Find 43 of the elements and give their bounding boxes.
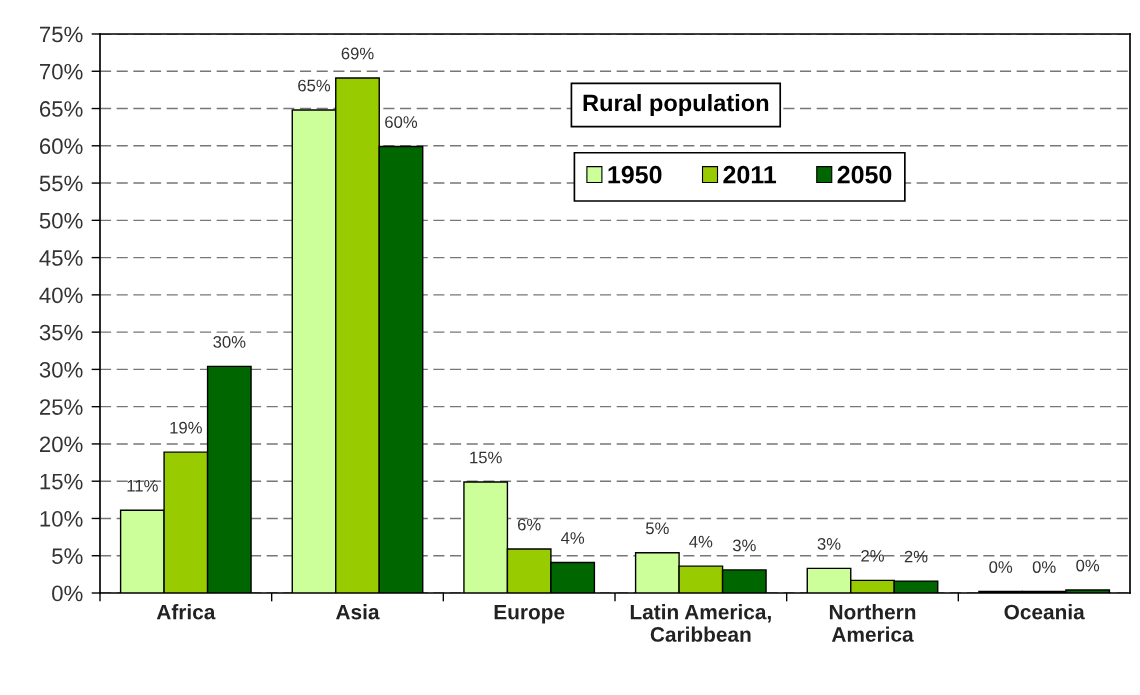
legend-label: 2050: [837, 165, 892, 184]
data-label: 3%: [817, 538, 841, 550]
data-label: 11%: [127, 479, 158, 492]
x-tick-label: Oceania: [1004, 604, 1085, 620]
data-label: 4%: [689, 535, 713, 548]
data-label: 60%: [385, 116, 418, 128]
data-label: 65%: [298, 79, 331, 92]
legend-label: 1950: [608, 165, 662, 184]
data-label: 0%: [1032, 561, 1056, 573]
legend-label: 2011: [723, 165, 777, 184]
y-tick-label: 40%: [39, 287, 83, 304]
y-tick-label: 55%: [39, 175, 83, 192]
y-tick-label: 50%: [39, 212, 83, 229]
data-label: 5%: [645, 522, 669, 535]
y-tick-label: 5%: [52, 548, 83, 564]
data-label: 19%: [170, 421, 202, 434]
x-tick-label: Africa: [156, 604, 216, 620]
data-label: 0%: [989, 561, 1013, 573]
y-tick-label: 0%: [52, 585, 83, 602]
data-label: 30%: [213, 336, 246, 348]
y-tick-label: 25%: [39, 399, 83, 415]
x-tick-label: Northern America: [829, 604, 916, 642]
data-label: 69%: [341, 47, 374, 60]
y-tick-label: 35%: [39, 324, 83, 341]
y-tick-label: 15%: [40, 473, 83, 490]
x-tick-label: Europe: [494, 604, 565, 624]
data-label: 6%: [517, 518, 541, 531]
data-label: 0%: [1076, 559, 1100, 572]
data-label: 2%: [861, 549, 884, 562]
data-label: 4%: [560, 532, 585, 544]
data-label: 3%: [732, 539, 756, 552]
data-label: 15%: [470, 451, 502, 464]
y-tick-label: 45%: [39, 250, 83, 266]
x-tick-label: Asia: [336, 604, 380, 620]
y-tick-label: 75%: [40, 26, 83, 43]
x-tick-label: Latin America, Caribbean: [630, 604, 771, 642]
y-tick-label: 10%: [40, 511, 83, 527]
y-tick-label: 65%: [39, 101, 83, 117]
text: Rural population: [583, 93, 769, 116]
y-tick-label: 70%: [40, 63, 83, 80]
y-tick-label: 60%: [39, 138, 83, 155]
y-tick-label: 20%: [39, 436, 83, 453]
y-tick-label: 30%: [39, 361, 83, 378]
